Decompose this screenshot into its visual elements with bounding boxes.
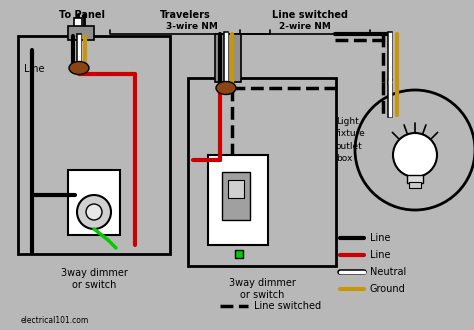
Bar xyxy=(208,155,268,245)
Bar xyxy=(68,26,94,40)
Text: Ground: Ground xyxy=(370,284,406,294)
Text: 2-wire NM: 2-wire NM xyxy=(279,22,331,31)
Text: Light
fixture
outlet
box: Light fixture outlet box xyxy=(336,117,366,163)
Ellipse shape xyxy=(216,82,236,94)
Bar xyxy=(74,18,82,28)
Text: Line: Line xyxy=(370,233,391,243)
Circle shape xyxy=(393,133,437,177)
Bar xyxy=(18,36,170,254)
Text: Neutral: Neutral xyxy=(370,267,406,277)
Text: Line switched: Line switched xyxy=(272,10,348,20)
Text: Travelers: Travelers xyxy=(160,10,210,20)
Bar xyxy=(215,34,241,82)
Bar xyxy=(235,250,243,258)
Bar xyxy=(407,175,423,183)
Bar xyxy=(68,170,120,235)
Bar xyxy=(409,182,421,188)
Text: 3-wire NM: 3-wire NM xyxy=(166,22,218,31)
Text: electrical101.com: electrical101.com xyxy=(21,316,89,325)
Ellipse shape xyxy=(69,61,89,75)
Text: 3way dimmer
or switch: 3way dimmer or switch xyxy=(228,278,295,300)
Text: Line switched: Line switched xyxy=(254,301,321,311)
Text: To Panel: To Panel xyxy=(59,10,105,20)
Text: Line: Line xyxy=(24,64,45,74)
Text: 3way dimmer
or switch: 3way dimmer or switch xyxy=(61,268,128,290)
Circle shape xyxy=(86,204,102,220)
Bar xyxy=(228,180,244,198)
Bar xyxy=(222,172,250,220)
Bar xyxy=(188,78,336,266)
Text: Line: Line xyxy=(370,250,391,260)
Circle shape xyxy=(77,195,111,229)
Circle shape xyxy=(355,90,474,210)
